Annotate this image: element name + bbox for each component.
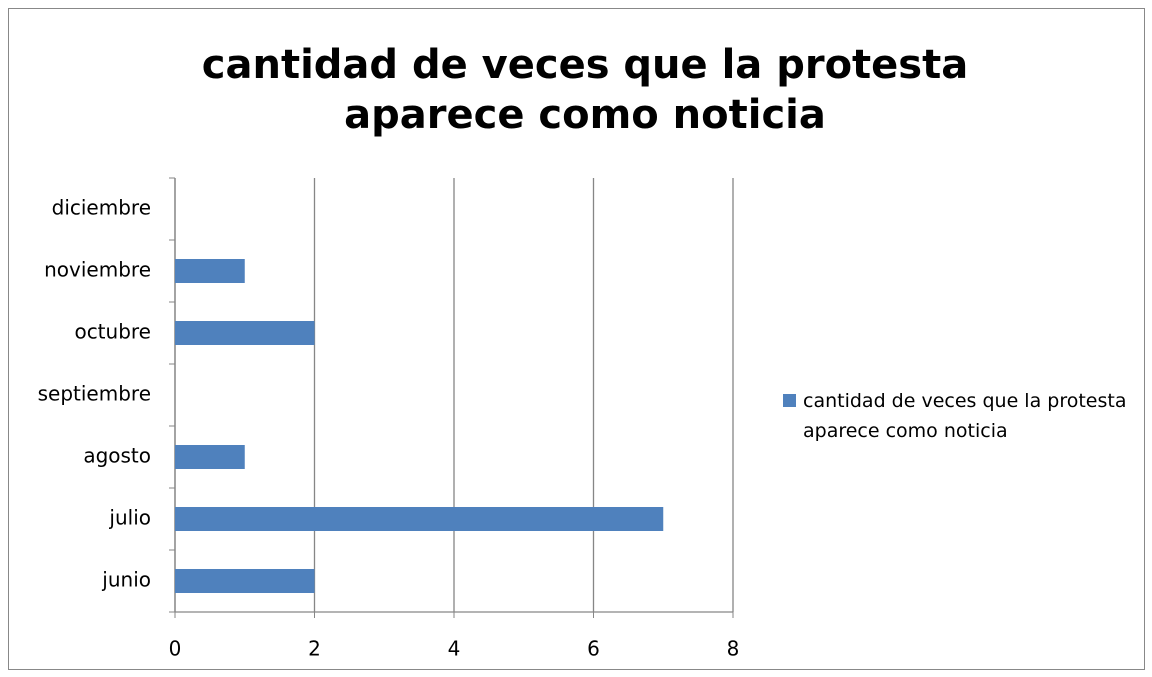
legend-swatch [783,394,796,407]
legend-label: cantidad de veces que la protesta aparec… [803,390,1127,442]
bar [175,321,315,345]
bar [175,259,245,283]
chart-title: cantidad de veces que la protesta aparec… [201,42,969,138]
y-tick-label: septiembre [38,382,151,406]
legend: cantidad de veces que la protesta aparec… [783,386,1143,446]
bar [175,445,245,469]
y-tick-label: julio [108,506,151,530]
x-tick-label: 8 [727,637,740,661]
x-tick-label: 6 [587,637,600,661]
y-tick-label: noviembre [44,258,151,282]
bar [175,569,315,593]
y-tick-label: junio [101,568,151,592]
x-tick-label: 4 [448,637,461,661]
x-tick-label: 0 [169,637,182,661]
y-tick-label: diciembre [52,196,151,220]
y-tick-label: agosto [83,444,151,468]
chart-frame [8,8,1145,670]
x-tick-label: 2 [308,637,321,661]
y-tick-label: octubre [74,320,151,344]
bar [175,507,664,531]
